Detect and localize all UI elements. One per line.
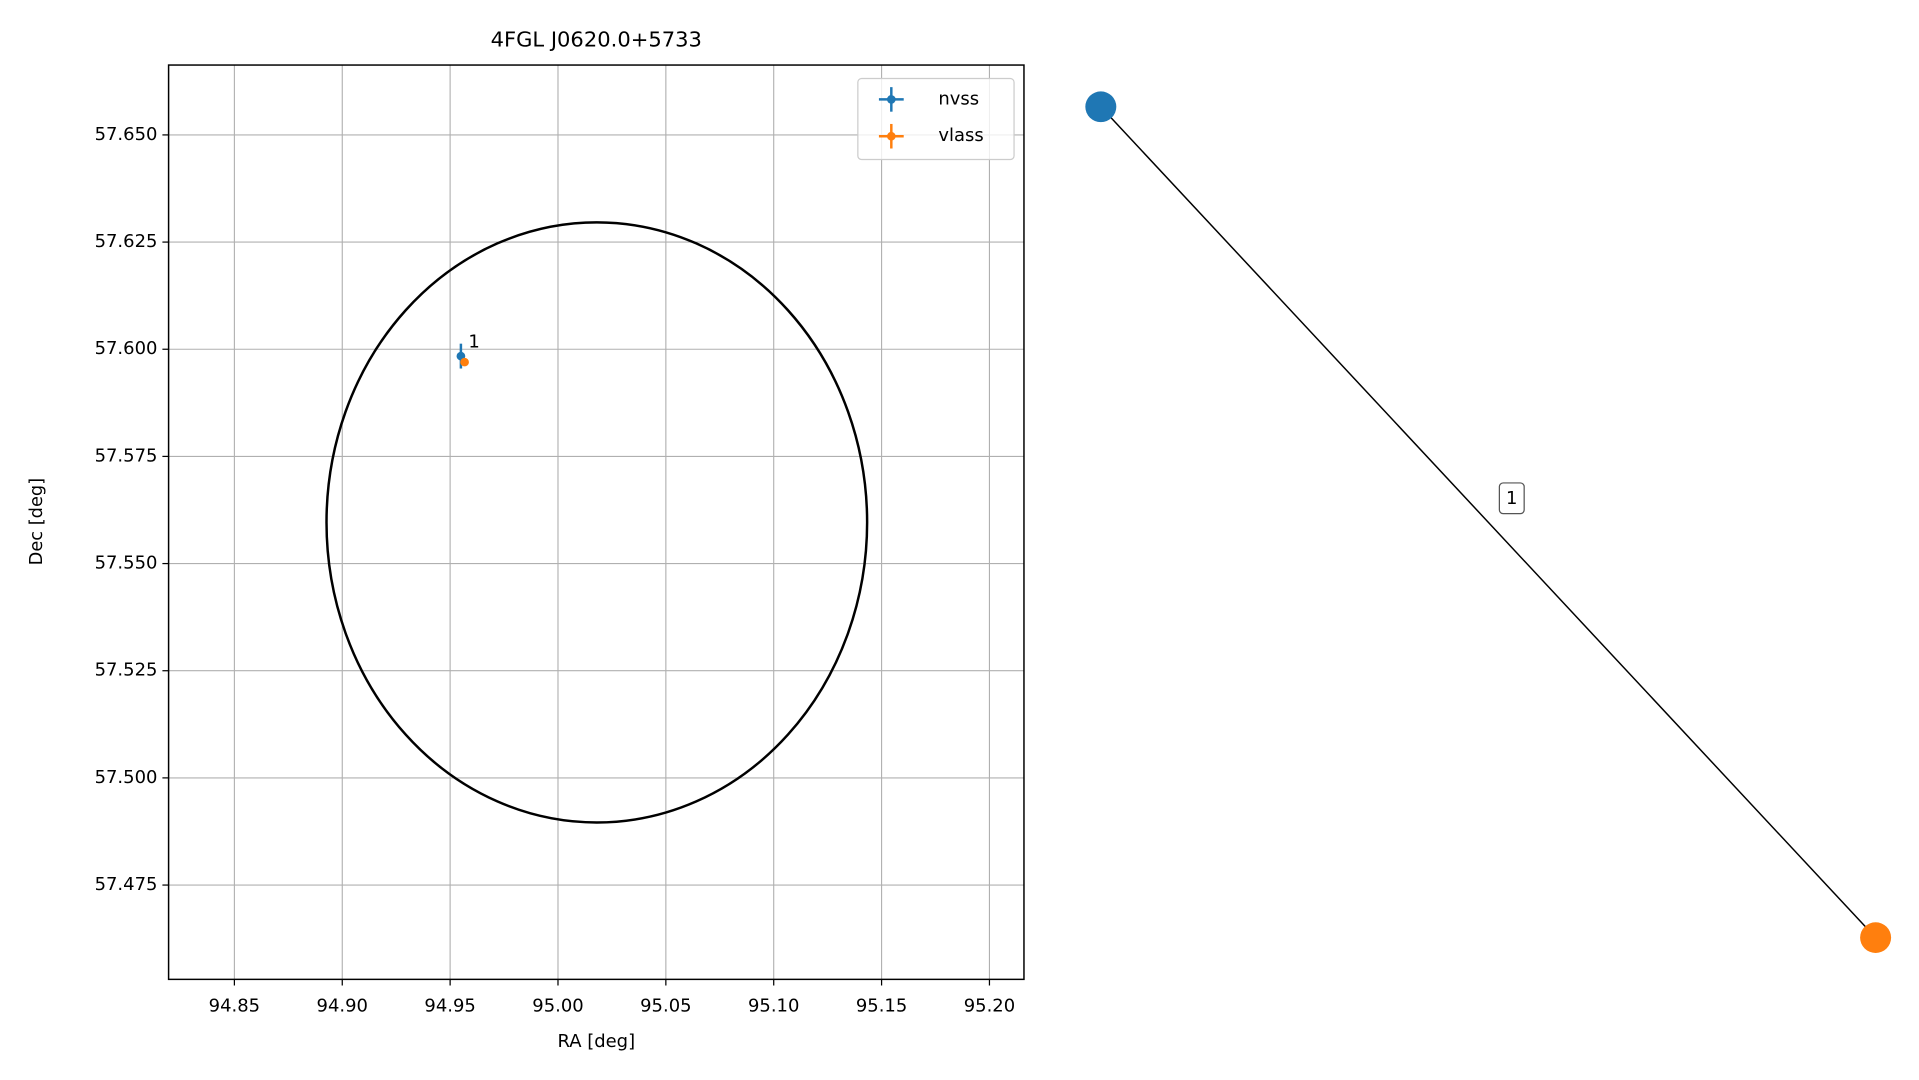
legend-box — [857, 77, 1015, 161]
error-ellipse — [325, 221, 869, 824]
chart-title: 4FGL J0620.0+5733 — [491, 28, 702, 52]
edge — [1100, 106, 1877, 939]
legend-glyph — [886, 131, 896, 141]
x-axis-label: RA [deg] — [557, 1031, 635, 1052]
y-axis-label: Dec [deg] — [26, 478, 47, 565]
x-tick-label: 95.00 — [532, 995, 583, 1016]
node — [1860, 922, 1892, 953]
y-tick-label: 57.500 — [95, 767, 158, 788]
x-tick-label: 95.15 — [856, 995, 907, 1016]
x-tick-label: 95.05 — [640, 995, 691, 1016]
x-tick-label: 94.85 — [209, 995, 260, 1016]
point — [460, 357, 469, 367]
y-tick-label: 57.575 — [95, 445, 158, 466]
node — [1085, 91, 1117, 123]
annotation: 1 — [468, 332, 479, 353]
y-tick-label: 57.600 — [95, 338, 158, 359]
edge-label: 1 — [1506, 488, 1517, 509]
plot-frame — [167, 64, 1025, 981]
legend-label: nvss — [938, 88, 979, 109]
legend-glyph — [886, 95, 896, 104]
y-tick-label: 57.475 — [95, 874, 158, 895]
y-tick-label: 57.525 — [95, 660, 158, 681]
x-tick-label: 95.10 — [748, 995, 799, 1016]
y-tick-label: 57.650 — [95, 124, 158, 145]
x-tick-label: 95.20 — [964, 995, 1015, 1016]
x-tick-label: 94.90 — [317, 995, 368, 1016]
y-tick-label: 57.625 — [95, 231, 158, 252]
y-tick-label: 57.550 — [95, 553, 158, 574]
x-tick-label: 94.95 — [424, 995, 475, 1016]
edge-label-box — [1498, 482, 1525, 515]
legend-label: vlass — [938, 125, 983, 146]
